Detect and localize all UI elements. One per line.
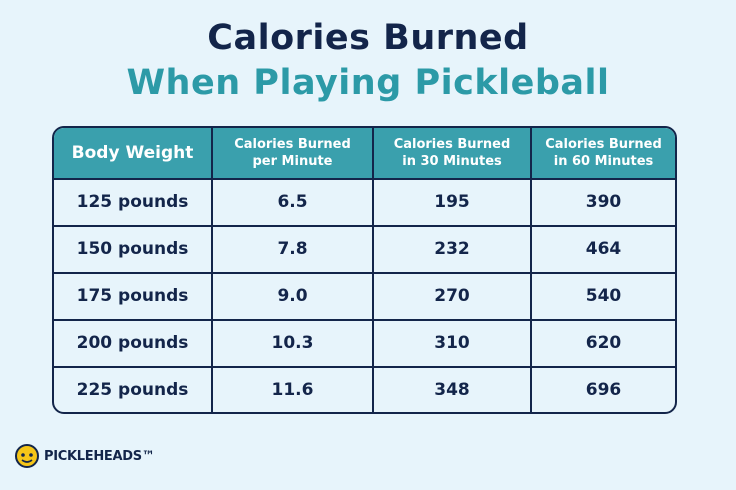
table-row: 200 pounds 10.3 310 620 [54,318,675,367]
row-label: 175 pounds [54,271,212,320]
logo-icon [15,444,39,468]
table-cell: 6.5 [211,179,373,226]
table-row: 225 pounds 11.6 348 696 [54,365,675,412]
column-header: Calories Burned in 30 Minutes [372,128,531,180]
row-label: 225 pounds [54,365,212,412]
table-cell: 195 [372,179,531,226]
column-header-text: Calories Burned in 60 Minutes [545,137,662,169]
table-row: 150 pounds 7.8 232 464 [54,224,675,273]
table-cell: 348 [372,365,531,412]
table-row: 175 pounds 9.0 270 540 [54,271,675,320]
column-header-text: Calories Burned in 30 Minutes [393,137,511,169]
table-cell: 540 [530,271,675,320]
table-cell: 11.6 [211,365,373,412]
table-cell: 696 [530,365,675,412]
table-cell: 270 [372,271,531,320]
column-header: Body Weight [54,128,212,180]
table-cell: 620 [530,318,675,367]
table-body: 125 pounds 6.5 195 390 150 pounds 7.8 232 464 17… [54,179,675,412]
logo: PICKLEHEADS™ [14,443,155,469]
column-header-text: Body Weight [71,143,194,163]
table-cell: 7.8 [211,224,373,273]
header-row: Body Weight Calories Burned per Minute Cal… [54,128,675,180]
table: Body Weight Calories Burned per Minute Cal… [54,128,675,412]
table-cell: 9.0 [211,271,373,320]
table-cell: 310 [372,318,531,367]
table-frame: Body Weight Calories Burned per Minute Cal… [52,126,677,414]
table-cell: 390 [530,179,675,226]
row-label: 200 pounds [54,318,212,367]
table-row: 125 pounds 6.5 195 390 [54,179,675,226]
column-header: Calories Burned in 60 Minutes [530,128,675,180]
title: Calories Burned [207,18,529,58]
subtitle: When Playing Pickleball [126,63,610,103]
table-cell: 464 [530,224,675,273]
row-label: 150 pounds [54,224,212,273]
table-cell: 232 [372,224,531,273]
table-cell: 10.3 [211,318,373,367]
row-label: 125 pounds [76,192,189,213]
column-header-text: Calories Burned per Minute [234,137,351,169]
logo-text: PICKLEHEADS™ [44,448,155,464]
column-header: Calories Burned per Minute [211,128,373,180]
